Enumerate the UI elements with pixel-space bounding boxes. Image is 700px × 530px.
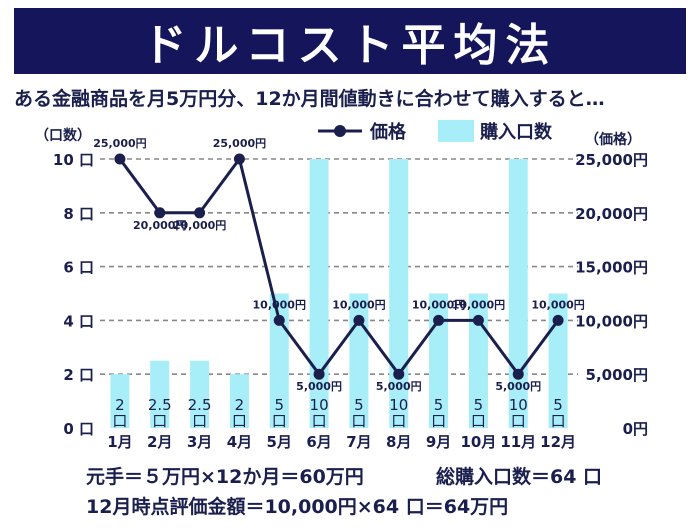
right-tick-label: 10,000円 — [575, 312, 648, 330]
legend-label-units: 購入口数 — [479, 121, 553, 143]
price-point-12 — [552, 314, 564, 326]
bar-label: 5 — [434, 396, 444, 414]
bar-label-unit: 口 — [511, 412, 526, 430]
bar-label-unit: 口 — [431, 412, 446, 430]
bar-label-unit: 口 — [391, 412, 406, 430]
x-tick-label: 1月 — [107, 433, 132, 451]
right-tick-label: 25,000円 — [575, 151, 648, 169]
bar-6 — [309, 159, 329, 428]
right-axis-title: （価格） — [585, 131, 641, 148]
price-point-6 — [313, 368, 325, 380]
bar-label-unit: 口 — [312, 412, 327, 430]
bar-1 — [110, 374, 130, 428]
price-label: 25,000円 — [93, 137, 146, 150]
price-label: 10,000円 — [452, 298, 505, 311]
right-tick-label: 20,000円 — [575, 205, 648, 223]
right-tick-label: 0円 — [623, 420, 648, 438]
left-tick-label: 6 口 — [63, 259, 94, 277]
x-tick-label: 6月 — [306, 433, 331, 451]
price-point-9 — [433, 314, 445, 326]
price-point-1 — [114, 153, 126, 165]
left-tick-label: 8 口 — [63, 205, 94, 223]
chart: 2口2.5口2.5口2口5口10口5口10口5口5口10口5口25,000円20… — [35, 120, 648, 451]
bar-label: 5 — [354, 396, 364, 414]
x-tick-label: 7月 — [346, 433, 371, 451]
x-tick-label: 11月 — [500, 433, 536, 451]
price-label: 20,000円 — [133, 219, 186, 232]
bar-label-unit: 口 — [152, 412, 167, 430]
bar-11 — [508, 159, 528, 428]
bar-label-unit: 口 — [551, 412, 566, 430]
right-tick-label: 5,000円 — [586, 366, 648, 384]
legend-line-marker — [334, 125, 346, 137]
bar-label: 2.5 — [148, 396, 172, 414]
bar-label-unit: 口 — [112, 412, 127, 430]
x-tick-label: 4月 — [227, 433, 252, 451]
price-point-2 — [154, 207, 166, 219]
price-label: 10,000円 — [332, 298, 385, 311]
price-label: 20,000円 — [173, 219, 226, 232]
bar-label: 5 — [553, 396, 563, 414]
bar-label: 2 — [235, 396, 245, 414]
x-tick-label: 8月 — [386, 433, 411, 451]
x-tick-label: 12月 — [540, 433, 576, 451]
bar-4 — [229, 374, 249, 428]
bar-label-unit: 口 — [471, 412, 486, 430]
price-label: 10,000円 — [412, 298, 465, 311]
price-label: 5,000円 — [376, 380, 422, 393]
footer-valuation: 12月時点評価金額＝10,000円×64 口＝64万円 — [86, 496, 509, 518]
left-tick-label: 2 口 — [63, 366, 94, 384]
price-line — [118, 155, 560, 377]
x-tick-label: 3月 — [187, 433, 212, 451]
title-banner: ドルコスト平均法 — [14, 8, 686, 74]
bar-label: 10 — [389, 396, 408, 414]
price-point-10 — [472, 314, 484, 326]
x-tick-label: 5月 — [267, 433, 292, 451]
footer-total-units: 総購入口数＝64 口 — [436, 466, 603, 488]
bar-label: 5 — [274, 396, 284, 414]
bar-label: 10 — [509, 396, 528, 414]
bar-label: 2 — [115, 396, 125, 414]
price-label: 10,000円 — [253, 298, 306, 311]
price-label: 5,000円 — [495, 380, 541, 393]
legend-label-price: 価格 — [369, 121, 407, 143]
footer-principal: 元手＝５万円×12か月＝60万円 — [86, 466, 364, 488]
bar-label-unit: 口 — [192, 412, 207, 430]
bar-label: 10 — [310, 396, 329, 414]
bar-label-unit: 口 — [351, 412, 366, 430]
page-subtitle: ある金融商品を月5万円分、12か月間値動きに合わせて購入すると… — [14, 88, 605, 110]
price-label: 25,000円 — [213, 137, 266, 150]
x-tick-label: 9月 — [426, 433, 451, 451]
price-point-4 — [233, 153, 245, 165]
price-point-7 — [353, 314, 365, 326]
bar-2 — [150, 360, 170, 428]
price-point-5 — [273, 314, 285, 326]
right-tick-label: 15,000円 — [575, 259, 648, 277]
price-label: 10,000円 — [531, 298, 584, 311]
price-point-11 — [512, 368, 524, 380]
price-point-8 — [393, 368, 405, 380]
bar-3 — [190, 360, 210, 428]
left-tick-label: 4 口 — [63, 312, 94, 330]
bar-8 — [389, 159, 409, 428]
page-title: ドルコスト平均法 — [142, 20, 558, 71]
price-label: 5,000円 — [296, 380, 342, 393]
bar-label: 2.5 — [188, 396, 212, 414]
price-point-3 — [194, 207, 206, 219]
bar-label-unit: 口 — [272, 412, 287, 430]
bar-label-unit: 口 — [232, 412, 247, 430]
x-tick-label: 10月 — [460, 433, 496, 451]
legend-bar-swatch — [438, 120, 474, 142]
left-tick-label: 0 口 — [63, 420, 94, 438]
bar-label: 5 — [474, 396, 484, 414]
x-tick-label: 2月 — [147, 433, 172, 451]
left-tick-label: 10 口 — [53, 151, 94, 169]
left-axis-title: （口数） — [35, 127, 91, 144]
